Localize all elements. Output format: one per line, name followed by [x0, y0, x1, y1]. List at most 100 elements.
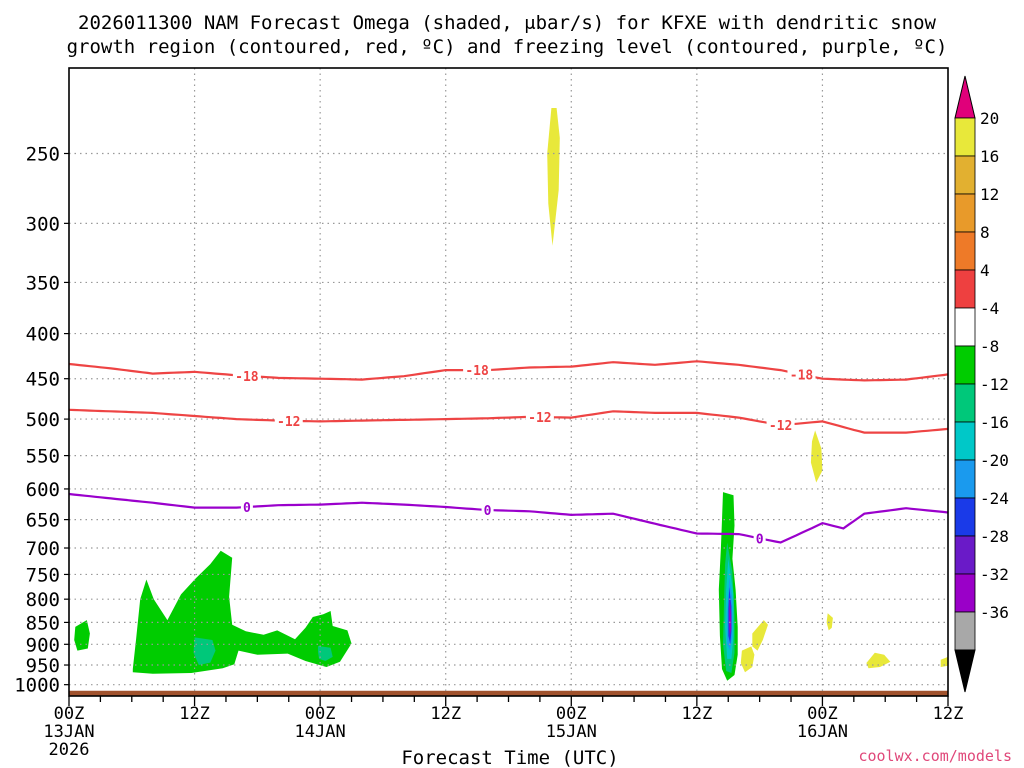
contour-label-dgz_-18-2: -18	[790, 368, 814, 383]
y-tick-label-800: 800	[26, 589, 60, 611]
x-tick-label-36: 12Z	[430, 704, 461, 724]
y-tick-label-350: 350	[26, 272, 60, 294]
x-tick-label-72: 00Z	[807, 704, 838, 724]
y-tick-label-750: 750	[26, 564, 60, 586]
contour-label-bg-dgz_-12-0	[274, 413, 303, 428]
omega-teal-b	[318, 646, 333, 661]
y-tick-label-250: 250	[26, 143, 60, 165]
colorbar-bin-6	[954, 345, 976, 385]
y-tick-label-850: 850	[26, 612, 60, 634]
x-tick-date-24: 14JAN	[295, 722, 346, 742]
colorbar: 20 16 12 8 4 -4 -8 -12 -16 -20 -24 -28 -32 -36	[954, 75, 1009, 693]
y-tick-label-450: 450	[26, 369, 60, 391]
x-tick-label-84: 12Z	[933, 704, 964, 724]
colorbar-label-5: -4	[980, 299, 999, 318]
colorbar-bin-13	[954, 611, 976, 651]
x-tick-label-12: 12Z	[179, 704, 210, 724]
colorbar-bin-8	[954, 421, 976, 461]
omega-shading-layer	[74, 108, 948, 681]
colorbar-label-11: -28	[980, 527, 1009, 546]
y-tick-label-300: 300	[26, 213, 60, 235]
omega-green-main	[132, 550, 352, 674]
credit-text: coolwx.com/models	[858, 747, 1012, 765]
x-tick-label-48: 00Z	[556, 704, 587, 724]
omega-yellow-c	[826, 613, 833, 631]
contour-label-bg-dgz_-18-1	[463, 363, 492, 378]
x-tick-date-72: 16JAN	[797, 722, 848, 742]
contour-label-bg-freezing_level-1	[481, 503, 494, 518]
x-tick-label-24: 00Z	[305, 704, 336, 724]
contour-label-freezing_level-0: 0	[243, 501, 251, 516]
contour-label-bg-freezing_level-0	[240, 500, 253, 515]
colorbar-bin-12	[954, 573, 976, 613]
omega-yellow-e	[940, 656, 948, 667]
contour-freezing_level	[68, 492, 949, 544]
colorbar-label-3: 8	[980, 223, 990, 242]
contour-label-bg-dgz_-12-1	[525, 409, 554, 424]
contour-label-dgz_-18-0: -18	[235, 370, 259, 385]
x-axis-label: Forecast Time (UTC)	[401, 747, 618, 768]
omega-teal-a	[193, 637, 216, 665]
colorbar-label-8: -16	[980, 413, 1009, 432]
colorbar-bin-11	[954, 535, 976, 575]
contour-label-freezing_level-2: 0	[756, 532, 764, 547]
colorbar-bin-5	[954, 307, 976, 347]
colorbar-label-1: 16	[980, 147, 999, 166]
colorbar-label-12: -32	[980, 565, 1009, 584]
contours-layer: -18 -18 -18 -12 -12 -12 0 0 0	[68, 360, 949, 547]
colorbar-bin-3	[954, 231, 976, 271]
colorbar-bin-1	[954, 155, 976, 195]
contour-label-dgz_-12-2: -12	[769, 419, 792, 434]
y-tick-label-500: 500	[26, 409, 60, 431]
x-tick-year-0: 2026	[49, 740, 90, 760]
colorbar-label-0: 20	[980, 109, 999, 128]
contour-label-dgz_-18-1: -18	[465, 364, 489, 379]
colorbar-bin-10	[954, 497, 976, 537]
x-tick-label-0: 00Z	[54, 704, 85, 724]
y-tick-label-550: 550	[26, 446, 60, 468]
omega-yellow-a	[740, 646, 755, 673]
contour-label-freezing_level-1: 0	[484, 504, 492, 519]
ground-layer	[69, 690, 948, 696]
colorbar-label-4: 4	[980, 261, 990, 280]
colorbar-label-9: -20	[980, 451, 1009, 470]
contour-label-bg-dgz_-18-0	[232, 368, 261, 383]
x-tick-date-48: 15JAN	[546, 722, 597, 742]
omega-yellow-b	[752, 620, 768, 651]
y-tick-label-900: 900	[26, 634, 60, 656]
chart-title-line2: growth region (contoured, red, ºC) and f…	[67, 36, 948, 58]
chart-title-line1: 2026011300 NAM Forecast Omega (shaded, μ…	[78, 12, 936, 34]
y-tick-label-1000: 1000	[14, 675, 60, 697]
contour-label-bg-freezing_level-2	[753, 531, 766, 546]
omega-yellow-mid	[810, 430, 823, 483]
omega-green-left	[74, 620, 90, 651]
contour-label-bg-dgz_-18-2	[787, 367, 816, 382]
contour-label-dgz_-12-0: -12	[277, 415, 300, 430]
contour-label-dgz_-12-1: -12	[528, 411, 551, 426]
colorbar-label-13: -36	[980, 603, 1009, 622]
ground-fill	[69, 690, 948, 696]
colorbar-bin-0	[954, 117, 976, 157]
y-tick-label-600: 600	[26, 479, 60, 501]
y-tick-label-400: 400	[26, 324, 60, 346]
colorbar-bin-2	[954, 193, 976, 233]
y-tick-label-950: 950	[26, 655, 60, 677]
y-axis: 2503003504004505005506006507007508008509…	[14, 143, 69, 697]
colorbar-bin-7	[954, 383, 976, 423]
colorbar-label-10: -24	[980, 489, 1009, 508]
colorbar-label-6: -8	[980, 337, 999, 356]
colorbar-bin-9	[954, 459, 976, 499]
contour-label-bg-dgz_-12-2	[766, 418, 795, 433]
x-tick-label-60: 12Z	[681, 704, 712, 724]
x-tick-date-0: 13JAN	[43, 722, 94, 742]
contour-dgz_-12	[68, 408, 949, 434]
colorbar-label-2: 12	[980, 185, 999, 204]
y-tick-label-700: 700	[26, 538, 60, 560]
colorbar-bottom-arrow	[954, 649, 976, 693]
colorbar-bin-4	[954, 269, 976, 309]
y-tick-label-650: 650	[26, 510, 60, 532]
omega-yellow-upper	[547, 108, 560, 246]
omega-purple-spike	[729, 606, 731, 634]
